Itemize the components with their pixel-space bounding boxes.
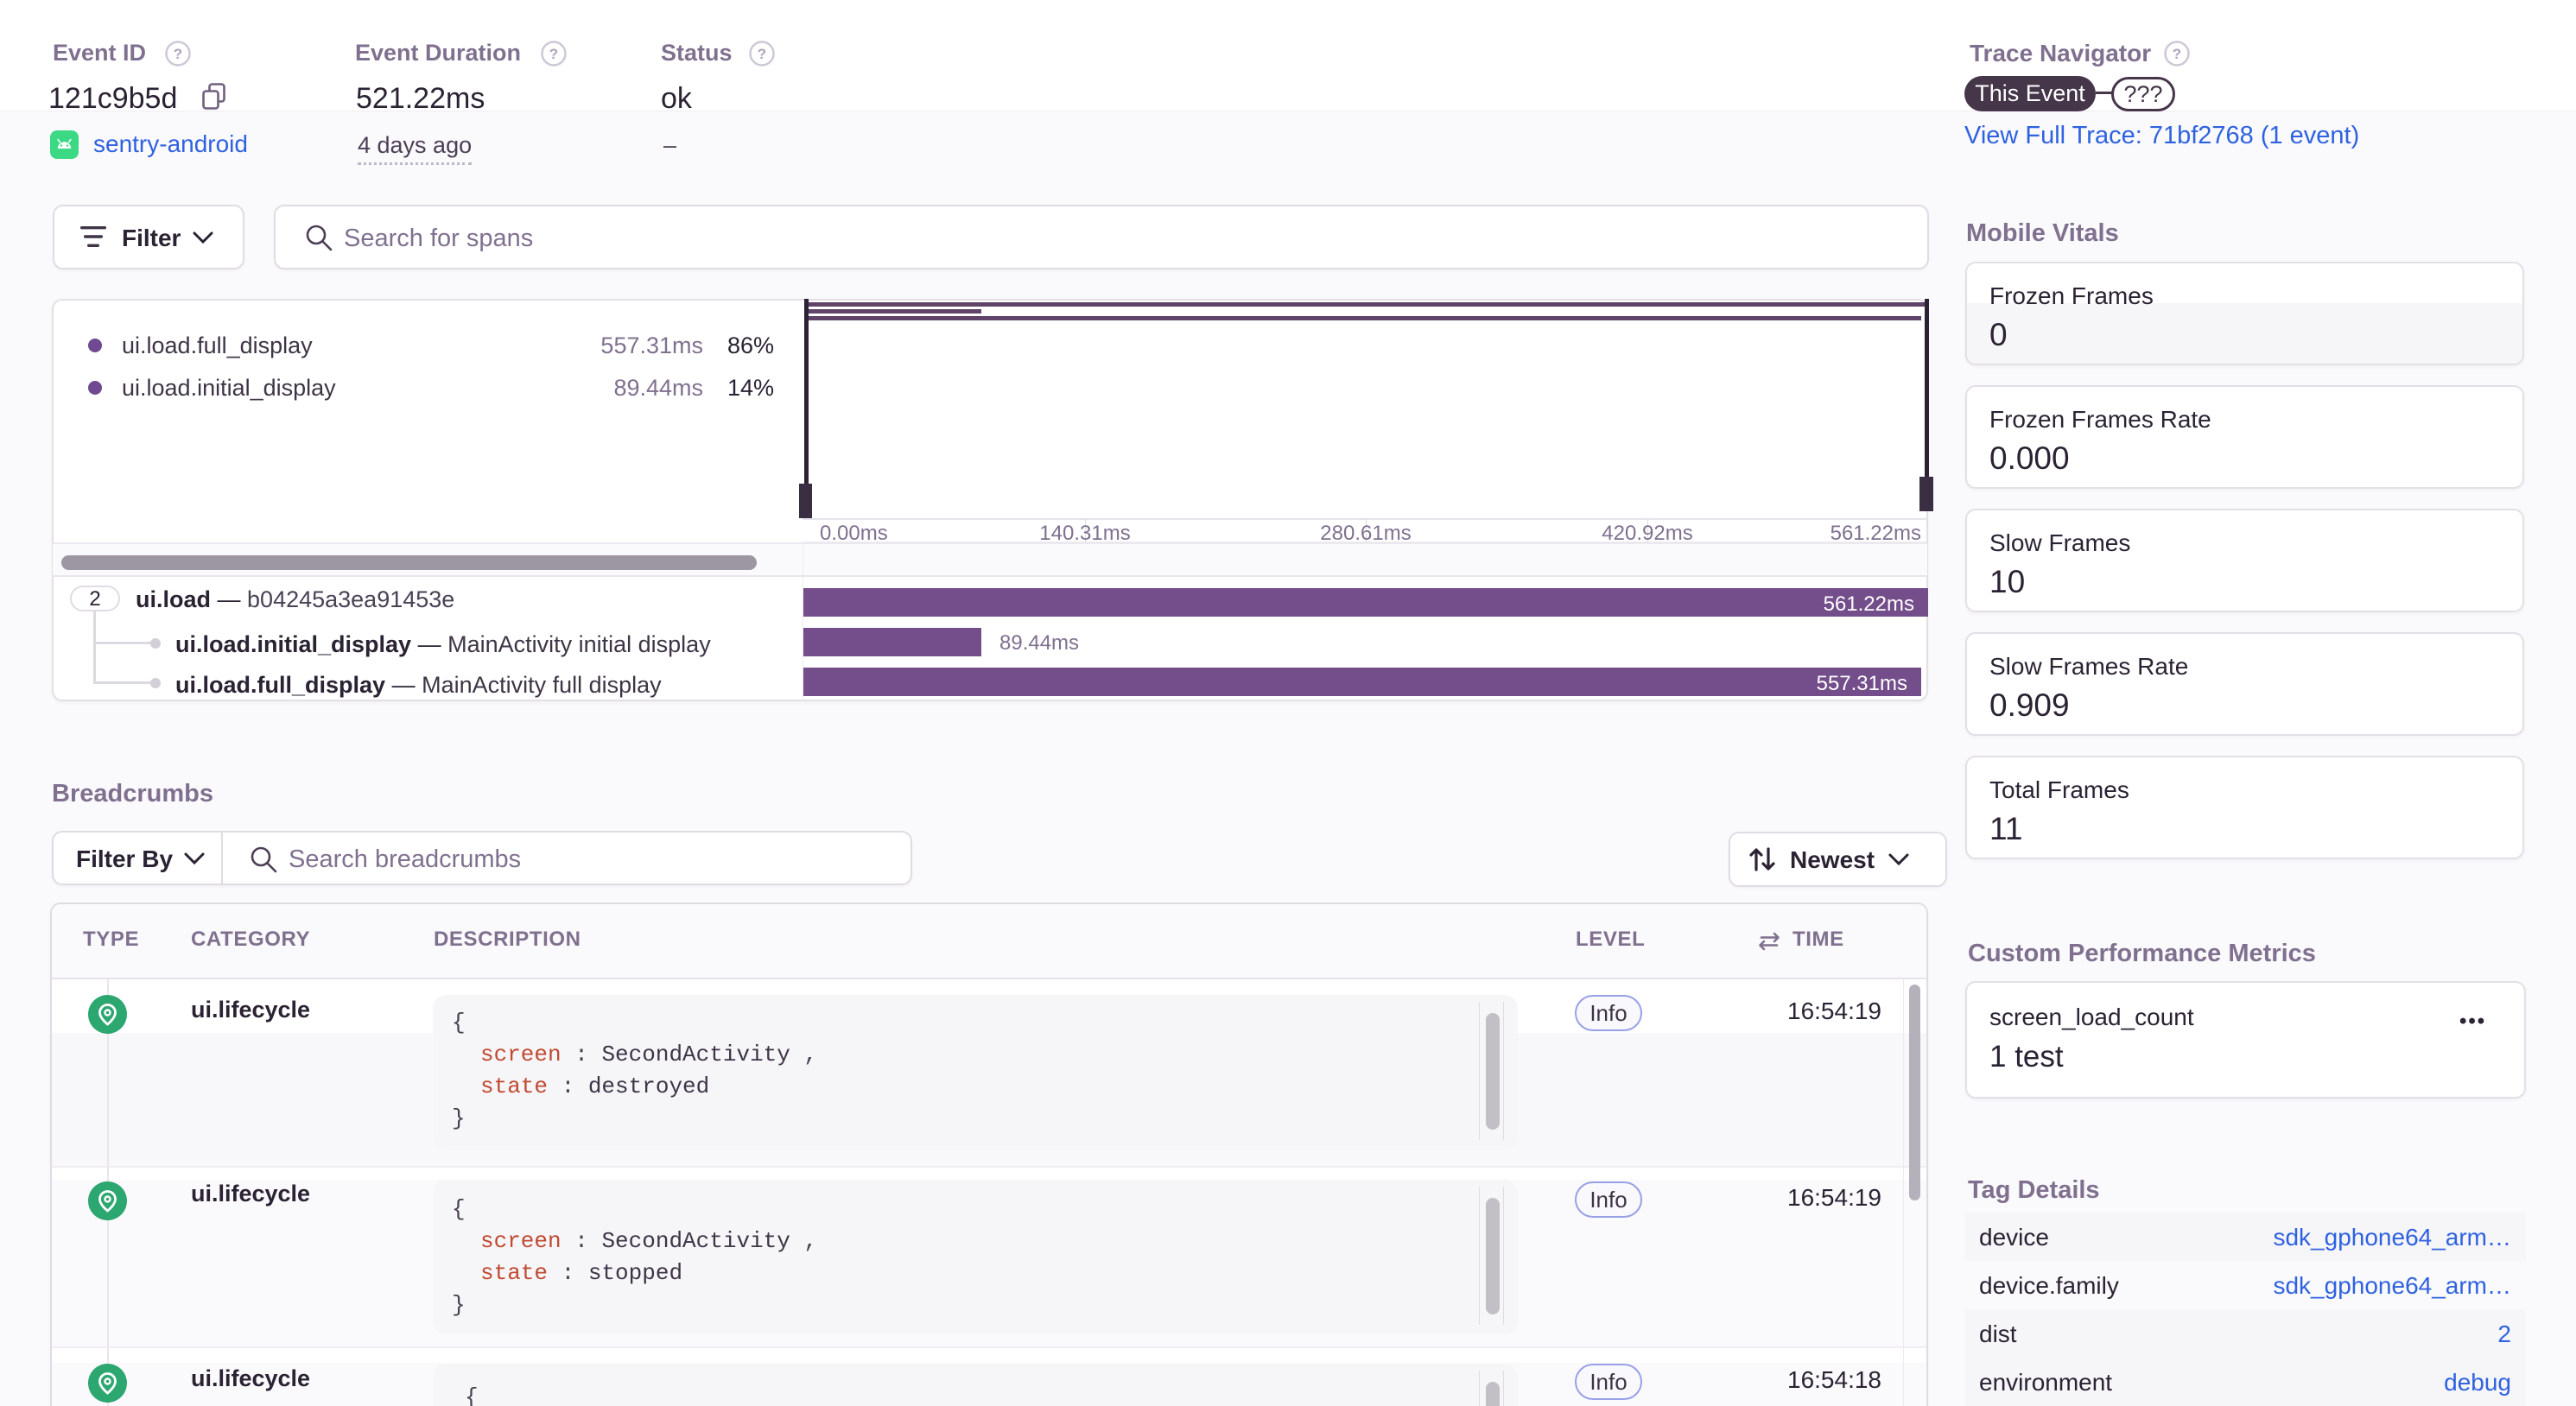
svg-text:?: ? xyxy=(174,46,182,62)
svg-text:?: ? xyxy=(2173,46,2181,62)
svg-text:?: ? xyxy=(549,46,558,62)
svg-text:?: ? xyxy=(758,46,766,62)
